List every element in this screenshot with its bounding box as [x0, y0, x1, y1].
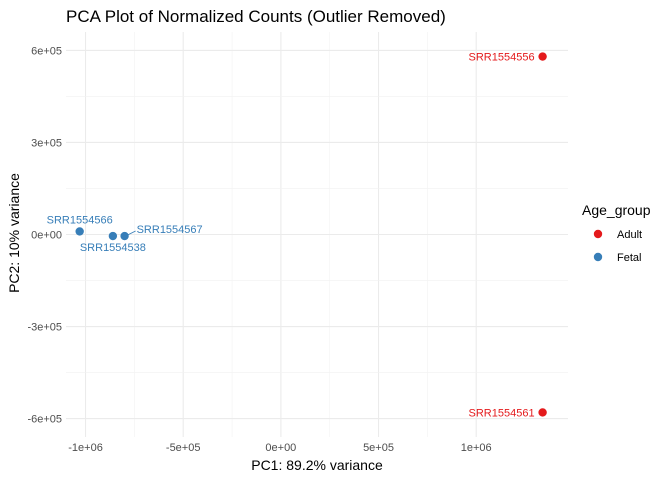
point-label: SRR1554538	[80, 242, 146, 254]
y-tick-label: -6e+05	[27, 414, 62, 426]
y-tick-label: 3e+05	[31, 137, 62, 149]
x-axis-title: PC1: 89.2% variance	[251, 457, 383, 473]
legend-label: Adult	[617, 229, 642, 241]
data-points	[75, 52, 547, 417]
legend-title: Age_group	[582, 202, 651, 218]
y-tick-label: -3e+05	[27, 322, 62, 334]
legend-swatch	[593, 229, 603, 239]
point-label: SRR1554567	[137, 224, 203, 236]
point-label-connector	[127, 230, 136, 236]
data-point	[538, 408, 547, 417]
x-tick-label: 1e+06	[461, 442, 492, 454]
x-tick-label: 5e+05	[363, 442, 394, 454]
x-tick-label: -5e+05	[166, 442, 201, 454]
data-point	[120, 231, 129, 241]
tick-labels: -1e+06 -5e+05 0e+00 5e+05 1e+06 6e+05 3e+05 0e+…	[27, 45, 491, 454]
y-tick-label: 6e+05	[31, 45, 62, 57]
legend: Age_group Adult Fetal	[582, 202, 651, 264]
point-label: SRR1554556	[469, 52, 535, 64]
point-label: SRR1554566	[47, 214, 113, 226]
y-axis-title: PC2: 10% variance	[6, 173, 22, 293]
grid	[66, 32, 568, 437]
x-tick-label: -1e+06	[68, 442, 103, 454]
legend-label: Fetal	[617, 252, 641, 264]
data-point	[75, 227, 84, 236]
data-point	[108, 231, 118, 241]
data-point	[538, 52, 547, 61]
legend-swatch	[593, 252, 603, 262]
point-label: SRR1554561	[469, 407, 535, 419]
chart-title: PCA Plot of Normalized Counts (Outlier R…	[66, 7, 446, 26]
x-tick-label: 0e+00	[265, 442, 296, 454]
y-tick-label: 0e+00	[31, 230, 62, 242]
point-labels: SRR1554556 SRR1554561 SRR1554566 SRR1554538…	[47, 52, 535, 420]
